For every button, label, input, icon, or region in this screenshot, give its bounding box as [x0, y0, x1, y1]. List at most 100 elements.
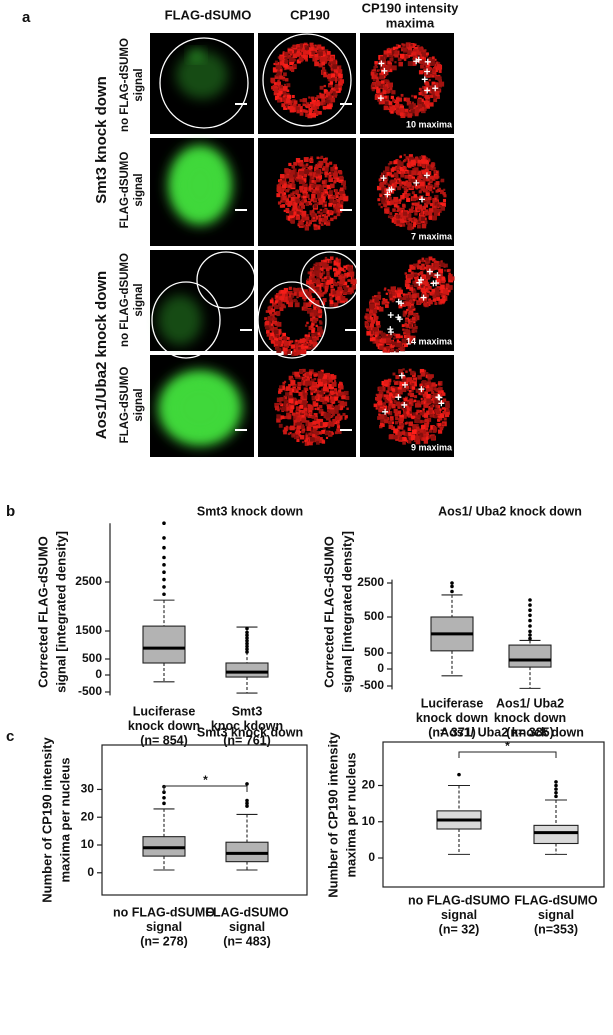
- red-signal: [274, 406, 280, 411]
- red-signal: [318, 408, 324, 414]
- red-signal: [402, 313, 406, 317]
- red-signal: [404, 377, 410, 383]
- row-group-label: Aos1/Uba2 knock down: [93, 271, 110, 439]
- plot-frame: [101, 744, 308, 896]
- red-signal: [272, 317, 276, 321]
- red-signal: [431, 163, 434, 166]
- red-signal: [372, 86, 376, 90]
- red-signal: [431, 292, 435, 296]
- red-signal: [333, 408, 339, 414]
- red-signal: [310, 341, 313, 345]
- red-signal: [306, 43, 309, 47]
- red-signal: [279, 306, 284, 312]
- x-tick-label: (n= 483): [223, 934, 271, 948]
- red-signal: [404, 381, 408, 386]
- red-signal: [387, 173, 390, 176]
- red-signal: [443, 263, 448, 268]
- red-signal: [390, 200, 395, 205]
- red-signal: [287, 194, 291, 198]
- red-signal: [407, 377, 413, 382]
- red-signal: [284, 51, 289, 57]
- red-signal: [308, 96, 311, 99]
- red-signal: [330, 414, 334, 418]
- red-signal: [345, 276, 348, 279]
- red-signal: [305, 420, 308, 423]
- red-signal: [412, 326, 416, 330]
- red-signal: [308, 432, 312, 436]
- red-signal: [386, 199, 389, 202]
- red-signal: [395, 333, 401, 339]
- y-tick-label: 2500: [357, 575, 384, 589]
- red-signal: [384, 416, 388, 420]
- red-signal: [370, 317, 374, 321]
- red-signal: [314, 407, 317, 410]
- red-signal: [316, 305, 321, 310]
- red-signal: [430, 389, 434, 392]
- red-signal: [377, 98, 381, 102]
- red-signal: [425, 387, 430, 392]
- red-signal: [408, 208, 414, 213]
- red-signal: [331, 87, 334, 90]
- outlier: [528, 633, 532, 637]
- red-signal: [294, 211, 297, 214]
- red-signal: [441, 292, 447, 297]
- red-signal: [318, 214, 322, 218]
- red-signal: [297, 172, 301, 176]
- red-signal: [434, 411, 438, 415]
- red-signal: [339, 279, 345, 285]
- red-signal: [391, 421, 395, 425]
- red-signal: [328, 376, 332, 380]
- red-signal: [380, 205, 383, 209]
- red-signal: [429, 291, 434, 296]
- red-signal: [417, 175, 422, 180]
- red-signal: [285, 198, 290, 202]
- red-signal: [423, 104, 428, 109]
- red-signal: [316, 291, 321, 296]
- red-signal: [271, 302, 276, 307]
- red-signal: [301, 441, 304, 444]
- red-signal: [339, 175, 344, 180]
- red-signal: [412, 51, 417, 56]
- red-signal: [342, 412, 346, 416]
- red-signal: [417, 201, 420, 204]
- red-signal: [297, 103, 301, 107]
- red-signal: [402, 43, 406, 47]
- red-signal: [291, 183, 296, 188]
- red-signal: [295, 410, 298, 413]
- red-signal: [429, 175, 435, 181]
- red-signal: [303, 289, 308, 294]
- maxima-cross: [398, 372, 405, 379]
- red-signal: [328, 420, 332, 424]
- red-signal: [429, 273, 433, 277]
- red-signal: [408, 401, 412, 405]
- red-signal: [392, 98, 396, 102]
- red-signal: [287, 181, 290, 184]
- red-signal: [316, 289, 320, 293]
- red-signal: [311, 177, 315, 181]
- red-signal: [327, 57, 331, 61]
- red-signal: [342, 401, 348, 407]
- red-signal: [426, 66, 432, 72]
- red-signal: [332, 64, 338, 69]
- red-signal: [440, 390, 444, 394]
- red-signal: [317, 333, 322, 337]
- red-signal: [407, 113, 412, 118]
- y-tick-label: 0: [368, 850, 375, 864]
- red-signal: [324, 105, 328, 109]
- red-signal: [299, 404, 304, 409]
- red-signal: [324, 288, 328, 292]
- red-signal: [336, 88, 339, 92]
- red-signal: [408, 389, 412, 393]
- red-signal: [314, 300, 320, 305]
- red-signal: [332, 91, 338, 96]
- maxima-cross: [421, 76, 428, 83]
- red-signal: [304, 390, 307, 393]
- red-signal: [393, 337, 396, 340]
- red-signal: [379, 72, 383, 76]
- red-signal: [321, 440, 326, 444]
- red-signal: [426, 270, 431, 276]
- red-signal: [297, 48, 301, 52]
- red-signal: [338, 283, 342, 287]
- red-signal: [333, 164, 337, 168]
- red-signal: [294, 416, 297, 419]
